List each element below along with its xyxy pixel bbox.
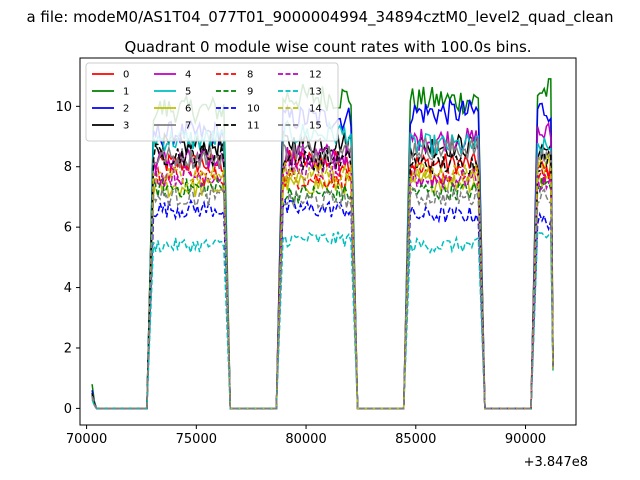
y-tick-label: 8 [64, 160, 72, 175]
plot-frame [79, 57, 577, 426]
legend-label-9: 9 [247, 87, 253, 98]
chart-suptitle: a file: modeM0/AS1T04_077T01_9000004994_… [26, 8, 613, 27]
y-tick-label: 10 [55, 100, 72, 115]
legend-label-5: 5 [185, 87, 191, 98]
x-tick-label: 70000 [66, 432, 107, 447]
series-line-15 [91, 185, 554, 410]
y-tick-label: 6 [64, 221, 72, 236]
y-tick-label: 0 [64, 402, 72, 417]
legend-label-7: 7 [185, 121, 191, 132]
x-tick-label: 80000 [285, 432, 326, 447]
y-tick-label: 2 [64, 341, 72, 356]
y-tick-label: 4 [64, 281, 72, 296]
series-line-14 [91, 152, 554, 410]
x-tick-label: 85000 [395, 432, 436, 447]
legend-label-4: 4 [185, 70, 191, 81]
series-line-7 [91, 136, 554, 410]
legend-label-0: 0 [123, 70, 129, 81]
legend-label-6: 6 [185, 104, 191, 115]
legend-label-10: 10 [247, 104, 260, 115]
x-tick-label: 90000 [505, 432, 546, 447]
legend-label-14: 14 [309, 104, 322, 115]
legend-label-15: 15 [309, 121, 322, 132]
x-tick-label: 75000 [176, 432, 217, 447]
legend-label-11: 11 [247, 121, 260, 132]
legend-label-2: 2 [123, 104, 129, 115]
legend-label-1: 1 [123, 87, 129, 98]
series-line-9 [91, 177, 554, 410]
chart-title: Quadrant 0 module wise count rates with … [124, 38, 531, 56]
series-line-10 [91, 198, 554, 410]
legend-label-8: 8 [247, 70, 253, 81]
series-line-13 [91, 229, 554, 410]
y-axis: 0 2 4 6 8 10 [55, 100, 80, 417]
series-line-12 [91, 157, 554, 410]
x-axis-offset-label: +3.847e8 [524, 455, 588, 470]
x-axis: 70000 75000 80000 85000 90000 [66, 425, 546, 447]
legend-frame [85, 62, 339, 142]
series-line-6 [91, 171, 554, 410]
legend-label-13: 13 [309, 87, 322, 98]
legend-label-12: 12 [309, 70, 322, 81]
legend-label-3: 3 [123, 121, 129, 132]
